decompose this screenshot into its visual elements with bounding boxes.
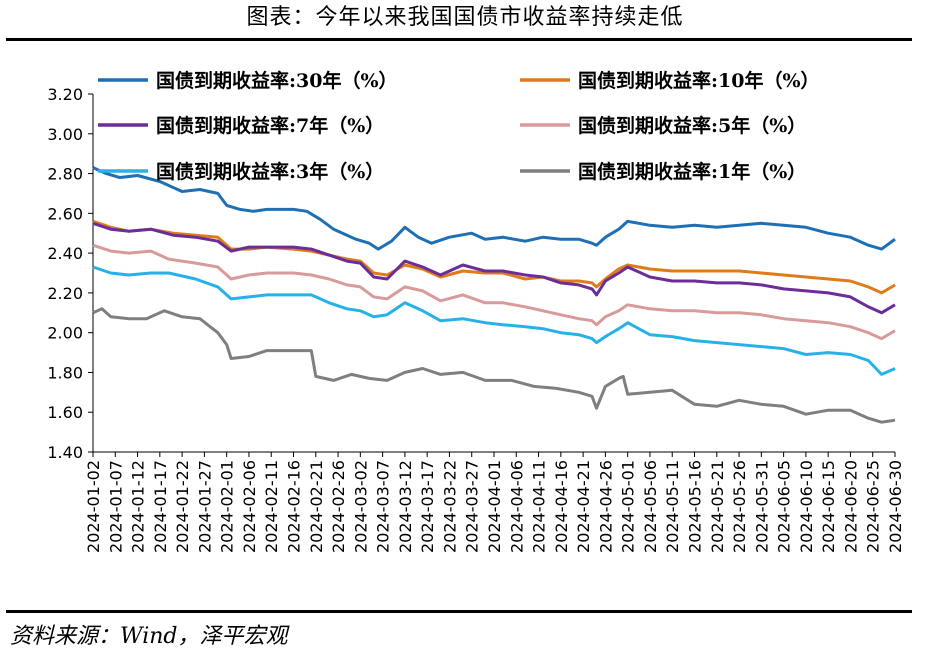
bottom-rule [6,610,912,613]
legend-label-3: 国债到期收益率:5年（%） [578,114,806,137]
legend-label-4: 国债到期收益率:3年（%） [156,160,384,183]
x-tick-label: 2024-03-07 [374,460,393,553]
x-tick-label: 2024-03-27 [463,460,482,553]
y-tick-label: 1.40 [47,443,83,462]
x-tick-label: 2024-02-11 [262,460,281,553]
y-tick-label: 2.80 [47,165,83,184]
x-tick-label: 2024-04-11 [530,460,549,553]
x-tick-label: 2024-02-26 [329,460,348,553]
x-tick-label: 2024-02-21 [307,460,326,553]
x-tick-label: 2024-03-02 [351,460,370,553]
x-tick-label: 2024-01-07 [106,460,125,553]
x-tick-label: 2024-04-26 [596,460,615,553]
x-tick-label: 2024-01-27 [195,460,214,553]
x-tick-label: 2024-06-10 [797,460,816,553]
y-tick-label: 1.80 [47,363,83,382]
x-tick-label: 2024-05-26 [730,460,749,553]
x-tick-label: 2024-05-06 [641,460,660,553]
x-axis: 2024-01-02 2024-01-07 2024-01-12 2024-01-17… [84,451,905,553]
series-line-4 [92,265,896,376]
series-line-1 [92,219,896,295]
series-lines [92,166,896,424]
x-tick-label: 2024-01-12 [129,460,148,553]
x-tick-label: 2024-02-01 [218,460,237,553]
x-tick-label: 2024-05-31 [752,460,771,553]
x-tick-label: 2024-06-15 [819,460,838,553]
y-tick-label: 2.20 [47,284,83,303]
chart-title: 图表：今年以来我国国债市收益率持续走低 [246,5,684,30]
x-tick-label: 2024-05-16 [686,460,705,553]
x-tick-label: 2024-01-22 [173,460,192,553]
series-line-0 [92,166,896,251]
x-tick-label: 2024-05-21 [708,460,727,553]
x-tick-label: 2024-06-30 [886,460,905,553]
x-tick-label: 2024-04-16 [552,460,571,553]
legend-label-5: 国债到期收益率:1年（%） [578,160,806,183]
y-tick-label: 3.00 [47,125,83,144]
legend-label-0: 国债到期收益率:30年（%） [156,69,398,92]
top-rule [6,38,912,41]
x-tick-label: 2024-06-20 [841,460,860,553]
x-tick-label: 2024-04-01 [485,460,504,553]
series-line-3 [92,243,896,341]
series-line-5 [92,307,896,424]
x-tick-label: 2024-01-02 [84,460,103,553]
series-line-2 [92,221,896,315]
x-tick-label: 2024-02-06 [240,460,259,553]
yield-line-chart: 3.20 3.00 2.80 2.60 2.40 2.20 2.00 1.80 1.60 1.40… [47,69,905,553]
y-tick-label: 2.00 [47,324,83,343]
legend-label-1: 国债到期收益率:10年（%） [578,69,820,92]
y-tick-label: 3.20 [47,85,83,104]
x-tick-label: 2024-04-21 [574,460,593,553]
x-tick-label: 2024-06-05 [775,460,794,553]
x-tick-label: 2024-03-22 [440,460,459,553]
x-tick-label: 2024-05-01 [619,460,638,553]
x-tick-label: 2024-04-06 [507,460,526,553]
y-axis: 3.20 3.00 2.80 2.60 2.40 2.20 2.00 1.80 1.60 1.40 [47,85,94,462]
x-tick-label: 2024-01-17 [151,460,170,553]
y-tick-label: 2.60 [47,204,83,223]
x-tick-label: 2024-06-25 [864,460,883,553]
x-tick-label: 2024-05-11 [663,460,682,553]
x-tick-label: 2024-03-17 [418,460,437,553]
legend-label-2: 国债到期收益率:7年（%） [156,114,384,137]
y-tick-label: 1.60 [47,403,83,422]
legend: 国债到期收益率:30年（%） 国债到期收益率:10年（%） 国债到期收益率:7年（%… [98,69,820,183]
y-tick-label: 2.40 [47,244,83,263]
x-tick-label: 2024-03-12 [396,460,415,553]
source-note: 资料来源：Wind，泽平宏观 [10,624,288,649]
x-tick-label: 2024-02-16 [285,460,304,553]
